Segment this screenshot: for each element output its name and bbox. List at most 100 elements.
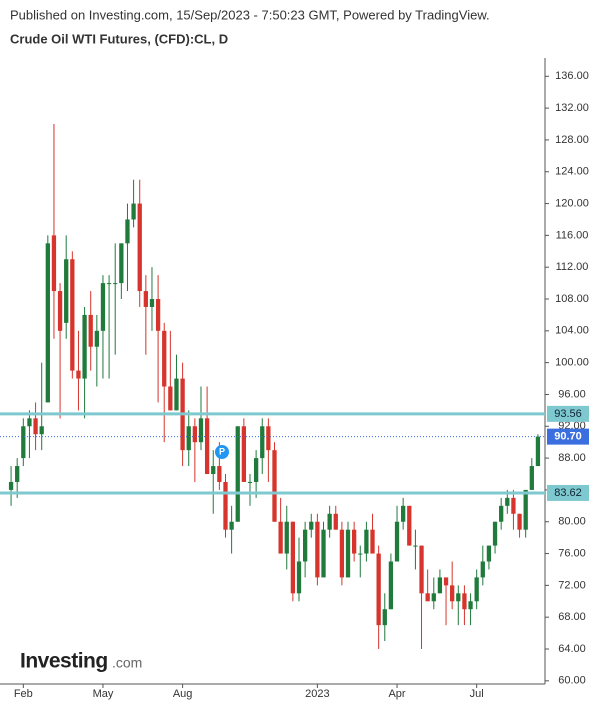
y-tick-label: 72.00 <box>558 579 586 591</box>
candle-body <box>388 561 394 610</box>
candle-body <box>211 466 216 475</box>
candle-body <box>119 243 124 284</box>
y-tick-label: 76.00 <box>558 547 586 559</box>
candle-body <box>51 235 57 292</box>
candle-body <box>204 418 210 475</box>
candle-body <box>247 481 253 483</box>
candle-body <box>309 521 314 530</box>
candle-body <box>431 593 436 602</box>
candle-body <box>437 577 443 594</box>
candle-body <box>88 314 93 347</box>
candle-body <box>486 545 492 562</box>
candle-body <box>155 299 161 331</box>
candle-body <box>443 577 449 586</box>
y-tick-label: 120.00 <box>555 197 589 209</box>
y-tick-label: 104.00 <box>555 325 589 337</box>
candle-body <box>76 370 81 379</box>
level-label: 93.56 <box>554 408 582 420</box>
candle-body <box>235 426 240 522</box>
candle-body <box>450 585 455 602</box>
candle-body <box>106 283 112 285</box>
candle-body <box>64 259 69 323</box>
y-tick-label: 80.00 <box>558 516 586 528</box>
candle-body <box>364 529 369 554</box>
candle-body <box>468 601 473 610</box>
candle-body <box>523 489 528 530</box>
candle-body <box>94 330 99 347</box>
candle-body <box>192 426 198 443</box>
candle-body <box>302 529 308 562</box>
candle-body <box>143 291 148 307</box>
y-tick-label: 132.00 <box>555 102 589 114</box>
candle-body <box>8 481 14 490</box>
y-tick-label: 112.00 <box>556 261 589 273</box>
candle-body <box>535 436 541 467</box>
candle-body <box>266 426 271 451</box>
candle-body <box>492 521 498 546</box>
candle-body <box>100 283 106 331</box>
candle-body <box>413 545 418 547</box>
logo-suffix: .com <box>112 655 142 671</box>
candle-body <box>321 529 326 578</box>
candle-body <box>137 203 142 292</box>
last-price-label: 90.70 <box>554 431 582 443</box>
candle-body <box>315 521 320 578</box>
candle-body <box>272 450 277 522</box>
candle-body <box>217 466 222 482</box>
x-tick-label: Apr <box>388 688 405 700</box>
candle-body <box>425 593 430 602</box>
y-tick-label: 60.00 <box>558 675 586 687</box>
x-tick-label: May <box>93 688 114 700</box>
candle-body <box>419 545 424 594</box>
y-tick-label: 68.00 <box>558 611 586 623</box>
candle-body <box>253 458 259 482</box>
level-label: 83.62 <box>554 487 582 499</box>
candle-body <box>27 418 32 427</box>
candle-body <box>351 529 357 554</box>
x-tick-label: Feb <box>14 688 33 700</box>
candle-body <box>125 219 130 244</box>
x-tick-label: Aug <box>173 688 193 700</box>
candle-body <box>382 609 387 626</box>
candle-body <box>327 513 332 530</box>
candle-body <box>517 513 522 530</box>
candle-body <box>511 497 516 514</box>
y-tick-label: 96.00 <box>558 388 586 400</box>
candle-body <box>529 466 534 490</box>
candle-body <box>499 505 504 522</box>
candle-body <box>474 577 479 602</box>
candle-body <box>339 529 345 578</box>
event-marker-label: P <box>219 446 225 456</box>
candle-body <box>345 529 351 578</box>
candle-body <box>186 426 191 451</box>
candle-body <box>15 466 20 482</box>
candle-body <box>70 259 75 371</box>
candle-body <box>370 529 375 554</box>
candle-body <box>407 505 412 546</box>
candle-body <box>462 593 467 610</box>
y-tick-label: 128.00 <box>555 134 589 146</box>
candle-body <box>57 291 63 331</box>
candle-body <box>229 521 234 530</box>
candle-body <box>131 203 136 220</box>
y-tick-label: 64.00 <box>558 643 586 655</box>
candle-body <box>223 481 228 530</box>
candle-body <box>278 521 283 554</box>
candle-body <box>45 243 50 403</box>
last-price-box <box>547 428 589 445</box>
chart-title: Crude Oil WTI Futures, (CFD):CL, D <box>10 31 228 46</box>
x-tick-label: 2023 <box>305 688 329 700</box>
event-marker <box>215 445 229 459</box>
level-label-box <box>547 405 589 422</box>
logo: Investing .com <box>20 650 142 673</box>
y-tick-label: 108.00 <box>555 293 589 305</box>
candle-body <box>505 497 510 506</box>
level-label-box <box>547 484 589 501</box>
candle-body <box>174 378 179 411</box>
candle-body <box>168 386 173 411</box>
y-tick-label: 88.00 <box>558 452 586 464</box>
y-tick-label: 124.00 <box>555 166 589 178</box>
candle-body <box>82 314 87 379</box>
candle-body <box>284 521 289 554</box>
